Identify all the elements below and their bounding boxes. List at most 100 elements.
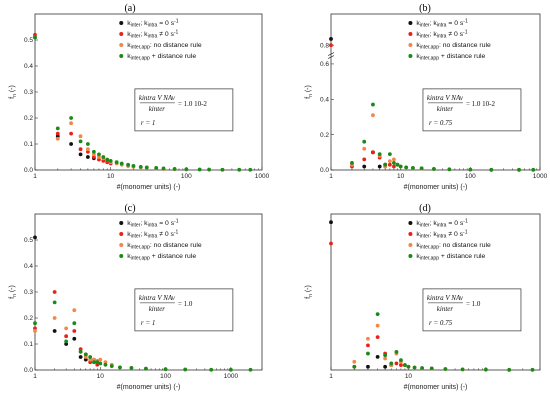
data-point xyxy=(105,160,110,165)
data-point xyxy=(389,361,394,366)
equation-denominator: kinter xyxy=(149,305,166,313)
data-point xyxy=(52,316,57,320)
legend-entry: kinter,app + distance rule xyxy=(416,253,485,262)
data-point xyxy=(131,163,136,168)
data-point xyxy=(69,131,74,136)
legend-marker xyxy=(119,221,124,225)
x-tick-label: 100 xyxy=(181,173,192,180)
legend-entry: kinter,app + distance rule xyxy=(127,53,196,62)
equation-denominator: kinter xyxy=(437,305,454,313)
x-tick-label: 10 xyxy=(405,373,413,380)
data-point xyxy=(366,336,370,341)
data-point xyxy=(366,351,370,356)
panel-label: (a) xyxy=(124,3,135,14)
parameter-box xyxy=(134,288,234,332)
data-point xyxy=(375,312,380,317)
data-point xyxy=(383,356,388,361)
legend-entry: kinter,app: no distance rule xyxy=(127,242,202,251)
data-point xyxy=(52,329,57,333)
axis-break-icon xyxy=(327,52,335,59)
legend-marker xyxy=(119,43,124,47)
data-point xyxy=(468,167,473,172)
y-axis-label: fn (-) xyxy=(9,85,18,99)
data-point xyxy=(362,139,367,144)
data-point xyxy=(197,167,202,172)
legend-entry: kinter; kintra ≠ 0 s-1 xyxy=(416,30,467,40)
data-point xyxy=(371,150,375,155)
legend-entry: kinter,app + distance rule xyxy=(416,53,485,62)
data-point xyxy=(103,360,108,365)
legend-marker xyxy=(408,243,413,247)
chart-panel: (a) 1 10 100 1000 0.0 0.1 0.2 0.3 0.4 0.5 #(monomer… xyxy=(9,3,270,191)
data-point xyxy=(91,149,96,154)
data-point xyxy=(406,364,411,369)
data-point xyxy=(52,290,57,294)
data-point xyxy=(118,365,122,370)
data-point xyxy=(92,360,96,365)
y-tick-label: 0.4 xyxy=(320,96,329,103)
data-point xyxy=(399,358,403,363)
data-point xyxy=(350,161,354,165)
data-point xyxy=(362,164,367,169)
data-point xyxy=(126,162,131,167)
data-point xyxy=(383,353,388,358)
data-point xyxy=(394,361,399,366)
panel-label: (d) xyxy=(419,203,431,214)
x-axis-label: #(monomer units) (-) xyxy=(117,184,181,191)
data-point xyxy=(97,155,101,159)
legend-marker xyxy=(119,254,124,258)
data-point xyxy=(105,157,110,162)
data-point xyxy=(83,352,88,357)
data-point xyxy=(83,355,88,359)
data-point xyxy=(55,136,60,141)
data-point xyxy=(91,155,96,159)
data-point xyxy=(362,157,367,162)
y-tick-label: 0.1 xyxy=(24,341,33,348)
y-tick-label: 0.4 xyxy=(24,263,33,270)
legend-marker xyxy=(408,32,413,36)
y-axis-label: fn (-) xyxy=(9,285,18,299)
chart-panel: (b) 1 10 100 1000 0.0 0.2 0.4 0.6 0.8 #(monomer un… xyxy=(305,3,548,191)
legend-entry: kinter; kintra = 0 s-1 xyxy=(127,19,179,29)
data-point xyxy=(161,166,166,171)
data-point xyxy=(366,364,370,369)
data-point xyxy=(371,113,375,118)
y-tick-label: 0.0 xyxy=(24,367,33,374)
data-point xyxy=(228,367,233,372)
data-point xyxy=(33,235,37,240)
data-point xyxy=(129,366,134,370)
data-point xyxy=(399,363,403,367)
x-tick-label: 100 xyxy=(465,173,476,180)
x-axis-label: #(monomer units) (-) xyxy=(117,384,181,391)
chart-panel: (d) 1 10 #(monomer units) (-) fn (-) kinter; … xyxy=(305,203,541,391)
data-point xyxy=(209,367,214,372)
data-point xyxy=(447,167,452,172)
data-point xyxy=(83,357,88,362)
data-point xyxy=(109,364,114,368)
data-point xyxy=(329,220,333,225)
data-point xyxy=(377,152,382,156)
y-tick-label: 0.3 xyxy=(24,289,33,296)
data-point xyxy=(237,167,242,172)
y-axis-label: fn (-) xyxy=(305,285,314,299)
r-value: r = 0.75 xyxy=(429,119,453,127)
equation-value: = 1.0 10-2 xyxy=(466,100,496,108)
data-point xyxy=(78,152,83,157)
data-point xyxy=(375,354,380,359)
data-point xyxy=(387,152,392,156)
parameter-box xyxy=(134,88,234,132)
data-point xyxy=(432,167,436,171)
equation-numerator: kintra V NAv xyxy=(427,294,464,302)
data-point xyxy=(366,343,370,348)
data-point xyxy=(248,167,253,172)
x-tick-label: 10 xyxy=(97,373,105,380)
data-point xyxy=(101,159,106,163)
r-value: r = 1 xyxy=(141,319,155,327)
data-point xyxy=(383,162,388,167)
data-point xyxy=(91,152,96,157)
x-tick-label: 1000 xyxy=(224,373,239,380)
data-point xyxy=(375,323,380,328)
legend-entry: kinter; kintra = 0 s-1 xyxy=(416,19,468,29)
equation-value: = 1.0 xyxy=(178,300,193,308)
